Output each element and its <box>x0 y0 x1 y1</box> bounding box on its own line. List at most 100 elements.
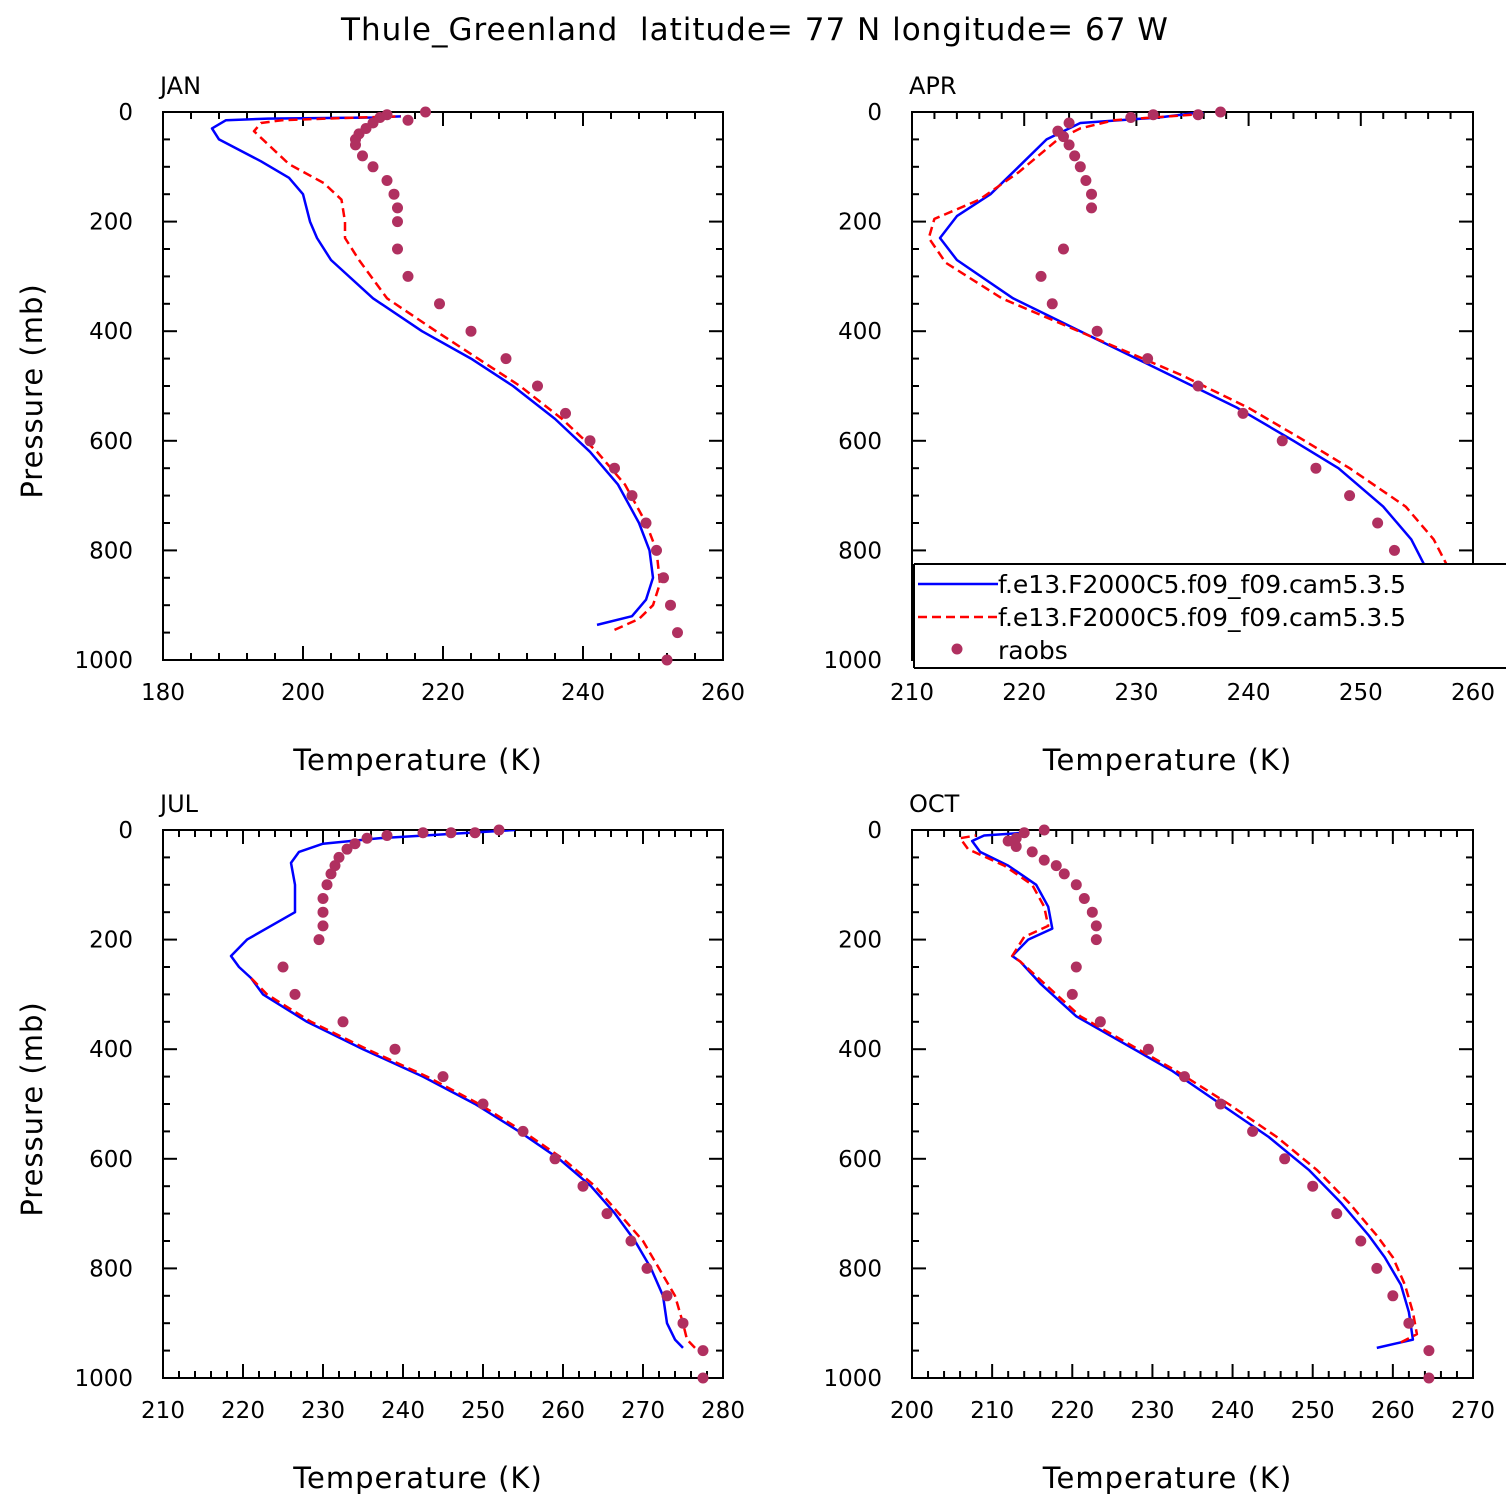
y-tick-label: 400 <box>838 319 882 345</box>
raobs-point <box>337 1016 349 1028</box>
panel-title: APR <box>909 72 957 100</box>
raobs-point <box>381 109 393 121</box>
y-tick-label: 600 <box>89 429 133 455</box>
x-tick-label: 230 <box>1130 1398 1174 1424</box>
raobs-point <box>381 829 393 841</box>
raobs-point <box>1091 325 1103 337</box>
raobs-point <box>1086 188 1098 200</box>
raobs-point <box>677 1317 689 1329</box>
raobs-point <box>1192 109 1204 121</box>
y-tick-label: 600 <box>89 1147 133 1173</box>
raobs-point <box>1279 1153 1291 1165</box>
raobs-point <box>1307 1180 1319 1192</box>
x-tick-label: 200 <box>890 1398 934 1424</box>
raobs-point <box>1038 854 1050 866</box>
legend-label: raobs <box>998 636 1068 665</box>
x-tick-label: 270 <box>621 1398 665 1424</box>
x-tick-label: 210 <box>890 680 934 706</box>
raobs-point <box>388 188 400 200</box>
raobs-point <box>349 838 361 850</box>
raobs-point <box>1090 934 1102 946</box>
raobs-point <box>321 879 333 891</box>
x-tick-label: 280 <box>701 1398 745 1424</box>
raobs-point <box>313 934 325 946</box>
raobs-point <box>317 906 329 918</box>
x-axis-label: Temperature (K) <box>292 1461 543 1495</box>
y-tick-label: 1000 <box>823 648 882 674</box>
raobs-point <box>1070 879 1082 891</box>
raobs-point <box>392 243 403 255</box>
raobs-point <box>1423 1372 1435 1384</box>
panel-oct: 200 210 220 230 240 250 260 270 0 200 400 600 800 100… <box>823 790 1495 1495</box>
raobs-point <box>357 150 368 162</box>
raobs-point <box>1355 1235 1367 1247</box>
raobs-point <box>1178 1071 1190 1083</box>
y-tick-label: 1000 <box>823 1366 882 1392</box>
raobs-point <box>361 832 373 844</box>
raobs-point <box>549 1153 561 1165</box>
raobs-point <box>1086 202 1098 214</box>
x-tick-label: 250 <box>461 1398 505 1424</box>
raobs-point <box>333 851 345 863</box>
y-tick-label: 1000 <box>74 648 133 674</box>
raobs-point <box>1058 868 1070 880</box>
model2-line <box>927 113 1458 621</box>
raobs-point <box>493 824 505 836</box>
raobs-point <box>420 106 431 118</box>
raobs-point <box>1142 1043 1154 1055</box>
legend-background <box>914 564 1506 668</box>
raobs-point <box>1192 380 1204 392</box>
raobs-point <box>1090 920 1102 932</box>
y-tick-label: 0 <box>867 100 882 126</box>
raobs-point <box>1046 298 1058 310</box>
raobs-point <box>1372 517 1384 529</box>
x-tick-label: 240 <box>561 680 605 706</box>
raobs-point <box>626 490 638 502</box>
x-tick-label: 220 <box>221 1398 265 1424</box>
raobs-point <box>517 1125 529 1137</box>
raobs-point <box>341 843 353 855</box>
model2-line <box>250 977 696 1349</box>
model1-line <box>229 830 684 1349</box>
raobs-point <box>434 298 445 310</box>
x-axis-label: Temperature (K) <box>1042 743 1293 777</box>
raobs-point <box>661 1290 673 1302</box>
x-tick-label: 210 <box>970 1398 1014 1424</box>
x-tick-label: 240 <box>381 1398 425 1424</box>
x-tick-label: 220 <box>1050 1398 1094 1424</box>
x-tick-label: 230 <box>301 1398 345 1424</box>
x-tick-label: 220 <box>421 680 465 706</box>
raobs-point <box>1125 111 1137 123</box>
raobs-point <box>1057 243 1069 255</box>
x-axis-label: Temperature (K) <box>292 743 543 777</box>
raobs-point <box>661 654 673 666</box>
raobs-point <box>437 1071 449 1083</box>
raobs-point <box>367 161 379 173</box>
raobs-point <box>381 175 393 186</box>
raobs-point <box>625 1235 637 1247</box>
raobs-point <box>1147 109 1159 121</box>
y-tick-label: 400 <box>89 319 133 345</box>
y-tick-label: 1000 <box>74 1366 133 1392</box>
raobs-point <box>465 325 477 337</box>
x-tick-label: 180 <box>141 680 185 706</box>
raobs-point <box>651 544 662 556</box>
raobs-point <box>1388 544 1400 556</box>
raobs-point <box>325 868 337 880</box>
x-tick-label: 260 <box>1451 680 1495 706</box>
y-tick-label: 800 <box>838 1256 882 1282</box>
raobs-point <box>1018 827 1030 839</box>
figure-title: Thule_Greenland latitude= 77 N longitude… <box>341 12 1169 48</box>
panel-title: JAN <box>158 72 201 100</box>
raobs-point <box>1010 832 1022 844</box>
raobs-point <box>1215 106 1227 118</box>
raobs-point <box>1010 840 1022 852</box>
raobs-point <box>1237 407 1249 419</box>
raobs-point <box>1142 353 1154 365</box>
y-tick-label: 200 <box>838 210 882 236</box>
raobs-point <box>1080 175 1092 186</box>
y-axis-label: Pressure (mb) <box>15 283 49 498</box>
raobs-point <box>392 202 403 214</box>
model1-line <box>938 112 1435 629</box>
raobs-point <box>1078 893 1090 904</box>
